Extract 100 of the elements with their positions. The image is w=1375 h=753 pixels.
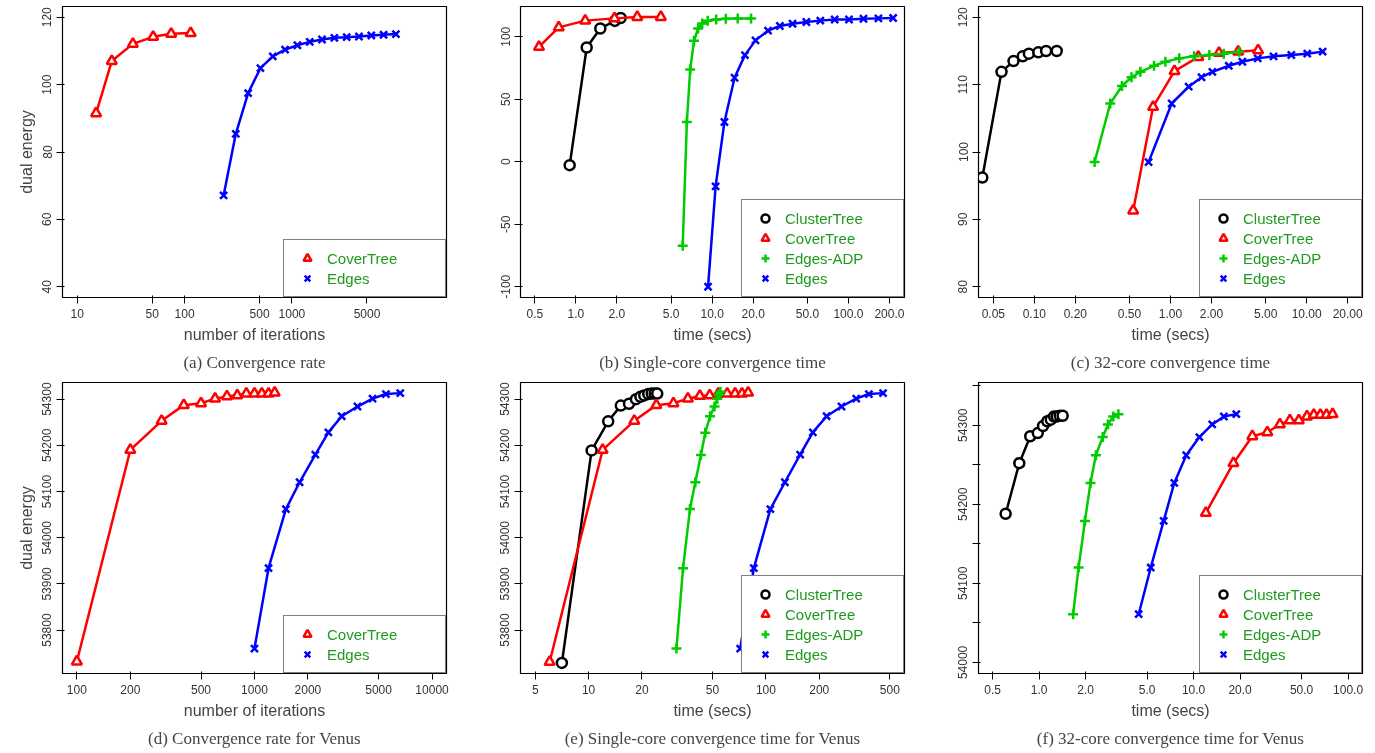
x-tick-label: 5.0 (1138, 682, 1156, 697)
x-tick-label: 0.5 (984, 682, 1002, 697)
y-tick-label: 54100 (40, 474, 55, 509)
y-tick-label: 54200 (498, 428, 513, 462)
y-tick-label: 54200 (40, 428, 55, 462)
y-tick-label: 0 (498, 158, 513, 166)
text: (d) Convergence rate for Venus (147, 728, 361, 748)
x-tick-label: 100 (66, 682, 88, 697)
x-tick-label: 10 (70, 306, 85, 321)
x-tick-label: 200 (809, 682, 830, 697)
x-tick-label: 2.00 (1199, 306, 1224, 321)
x-tick-label: 10.0 (700, 306, 725, 321)
x-tick-label: 5 (531, 682, 539, 697)
x-tick-label: 5000 (365, 682, 393, 697)
x-tick-label: 2.0 (1077, 682, 1095, 697)
x-tick-label: 100 (174, 306, 195, 321)
x-tick-label: 20.0 (741, 306, 766, 321)
x-tick-label: 1.00 (1158, 306, 1183, 321)
legend-label: Edges-ADP (785, 249, 865, 267)
y-tick-label: 80 (40, 145, 55, 159)
x-tick-label: 200 (120, 682, 141, 697)
x-tick-label: 50.0 (795, 306, 820, 321)
legend-label: ClusterTree (785, 585, 864, 603)
x-tick-label: 100 (755, 682, 777, 697)
y-tick-label: 110 (956, 74, 971, 95)
x-tick-label: 0.05 (981, 306, 1006, 321)
y-tick-label: 53900 (498, 566, 513, 601)
y-tick-label: 50 (498, 92, 513, 106)
y-tick-label: 54300 (40, 382, 55, 416)
x-tick-label: 0.5 (526, 306, 544, 321)
x-tick-label: 10 (581, 682, 596, 697)
legend-label: Edges-ADP (1243, 625, 1323, 643)
legend-label: Edges (785, 645, 829, 663)
x-tick-label: 100.0 (1333, 682, 1364, 697)
legend-label: Edges (785, 269, 829, 287)
y-tick-label: 54200 (956, 487, 971, 521)
x-tick-label: 2.0 (608, 306, 626, 321)
text: (b) Single-core convergence time (599, 352, 826, 372)
x-tick-label: 10.0 (1181, 682, 1206, 697)
y-tick-label: 100 (498, 26, 513, 47)
y-tick-label: 60 (40, 212, 55, 227)
x-tick-label: 200.0 (874, 306, 905, 321)
legend-label: CoverTree (1243, 605, 1315, 623)
y-tick-label: 54000 (498, 520, 513, 555)
y-tick-label: -100 (498, 274, 513, 299)
y-tick-label: 54300 (498, 382, 513, 416)
x-tick-label: 100.0 (833, 306, 864, 321)
x-tick-label: 20.0 (1228, 682, 1253, 697)
legend-label: ClusterTree (1243, 209, 1322, 227)
x-tick-label: 20 (635, 682, 649, 697)
y-tick-label: 120 (956, 6, 971, 28)
x-tick-label: 10.00 (1291, 306, 1323, 321)
x-tick-label: 500 (249, 306, 270, 321)
y-tick-label: 54300 (956, 408, 971, 442)
legend-label: Edges (327, 269, 371, 287)
x-tick-label: 2000 (294, 682, 322, 697)
y-tick-label: 54100 (498, 474, 513, 509)
x-tick-label: 50 (145, 306, 160, 321)
y-tick-label: 53900 (40, 566, 55, 601)
x-tick-label: 5.00 (1254, 306, 1278, 321)
x-axis-title: time (secs) (1131, 325, 1210, 343)
x-axis-title: time (secs) (673, 325, 752, 343)
legend-label: CoverTree (785, 229, 857, 247)
y-tick-label: -50 (498, 215, 513, 233)
x-axis-title: number of iterations (183, 325, 326, 343)
legend-label: Edges (327, 645, 371, 663)
legend-label: Edges-ADP (785, 625, 865, 643)
y-tick-label: 54000 (956, 645, 971, 680)
legend-label: CoverTree (785, 605, 857, 623)
y-tick-label: 120 (40, 6, 55, 28)
legend-label: CoverTree (327, 249, 399, 267)
legend-label: ClusterTree (785, 209, 864, 227)
x-tick-label: 1.0 (567, 306, 585, 321)
x-tick-label: 0.50 (1117, 306, 1142, 321)
y-tick-label: 40 (40, 279, 55, 294)
x-tick-label: 5000 (353, 306, 381, 321)
x-tick-label: 50.0 (1289, 682, 1314, 697)
x-axis-title: time (secs) (1131, 701, 1210, 719)
text: (f) 32-core convergence time for Venus (1036, 728, 1304, 748)
text: (e) Single-core convergence time for Venus (564, 728, 861, 748)
y-tick-label: 53800 (498, 613, 513, 647)
y-tick-label: 80 (956, 279, 971, 294)
x-tick-label: 5.0 (662, 306, 680, 321)
y-tick-label: 100 (40, 74, 55, 95)
legend-label: Edges-ADP (1243, 249, 1323, 267)
x-tick-label: 1000 (278, 306, 306, 321)
x-axis-title: time (secs) (673, 701, 752, 719)
y-tick-label: 100 (956, 141, 971, 163)
legend-label: Edges (1243, 645, 1287, 663)
x-tick-label: 0.20 (1063, 306, 1088, 321)
legend-label: CoverTree (1243, 229, 1315, 247)
y-axis-title: dual energy (17, 110, 35, 194)
x-tick-label: 50 (705, 682, 720, 697)
x-tick-label: 20.00 (1332, 306, 1364, 321)
x-tick-label: 500 (879, 682, 901, 697)
text: (c) 32-core convergence time (1070, 352, 1271, 372)
y-tick-label: 54100 (956, 566, 971, 601)
legend-label: CoverTree (327, 625, 399, 643)
x-tick-label: 1000 (241, 682, 269, 697)
x-axis-title: number of iterations (183, 701, 326, 719)
